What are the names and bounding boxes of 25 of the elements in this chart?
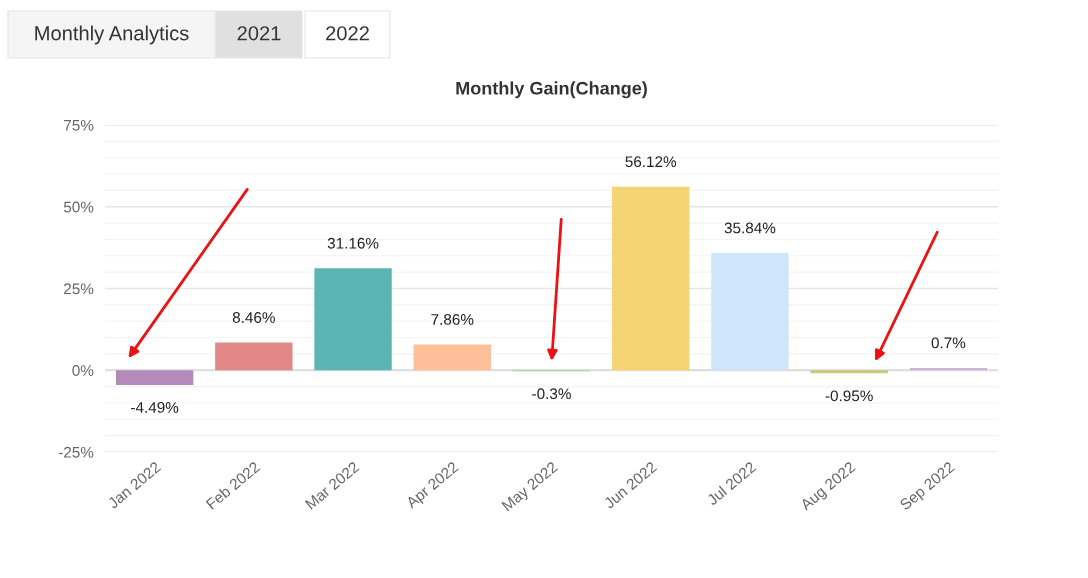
data-label: -0.3% [532,388,571,400]
data-label: 8.46% [232,312,275,323]
bar [711,253,789,371]
data-label: 0.7% [931,337,966,349]
bar [612,186,690,371]
y-tick-label: 0% [72,365,94,376]
chart-title: Monthly Gain(Change) [456,81,647,99]
data-label: 35.84% [724,222,776,234]
bar [215,342,293,371]
data-label: -4.49% [131,402,179,413]
y-tick-label: 75% [64,119,94,131]
text: Monthly Analytics [35,25,189,45]
text: 2022 [326,26,369,41]
data-label: 31.16% [327,237,379,249]
data-label: 56.12% [625,156,677,168]
y-tick-label: -25% [58,446,94,458]
y-tick-label: 25% [64,283,94,295]
y-tick-label: 50% [63,201,94,213]
text: 2021 [237,26,281,41]
data-label: 7.86% [431,314,474,325]
bar [413,344,491,371]
bar [810,370,888,374]
data-label: -0.95% [825,390,873,402]
bar [115,370,194,385]
bar [314,268,392,371]
